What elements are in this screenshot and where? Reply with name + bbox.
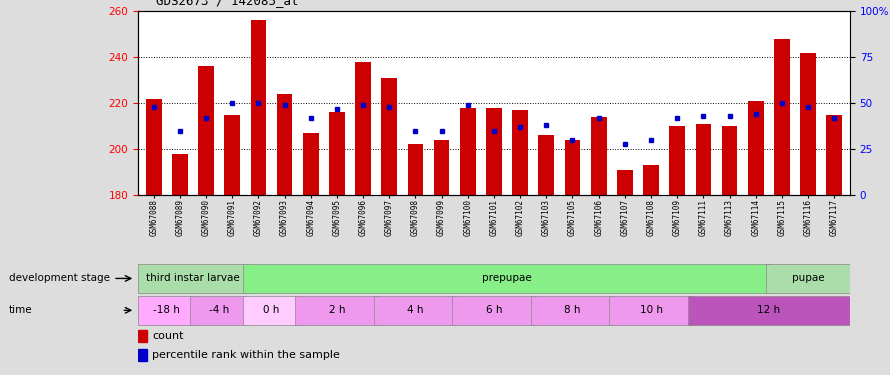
Bar [722,126,738,195]
Bar [355,62,371,195]
Bar [374,296,457,325]
Text: 12 h: 12 h [757,305,781,315]
Bar [827,115,842,195]
Text: 6 h: 6 h [486,305,502,315]
Bar [243,264,772,293]
Text: time: time [9,305,33,315]
Text: percentile rank within the sample: percentile rank within the sample [152,350,340,360]
Bar [669,126,685,195]
Bar [138,349,147,361]
Bar [748,101,764,195]
Bar [138,296,196,325]
Bar [146,99,161,195]
Text: development stage: development stage [9,273,109,284]
Bar [190,296,248,325]
Bar [243,296,300,325]
Bar [303,133,319,195]
Text: 0 h: 0 h [263,305,279,315]
Text: -4 h: -4 h [209,305,230,315]
Bar [433,140,449,195]
Bar [460,108,475,195]
Bar [530,296,614,325]
Bar [452,296,536,325]
Text: -18 h: -18 h [153,305,180,315]
Bar [329,112,344,195]
Bar [688,296,850,325]
Bar [766,264,850,293]
Bar [774,39,789,195]
Bar [800,53,816,195]
Text: pupae: pupae [792,273,824,284]
Bar [513,110,528,195]
Bar [408,144,424,195]
Bar [609,296,693,325]
Bar [250,20,266,195]
Text: count: count [152,331,183,341]
Bar [591,117,606,195]
Bar [295,296,379,325]
Text: 8 h: 8 h [564,305,581,315]
Bar [486,108,502,195]
Text: 4 h: 4 h [407,305,424,315]
Bar [643,165,659,195]
Text: 10 h: 10 h [640,305,662,315]
Bar [172,154,188,195]
Text: 2 h: 2 h [328,305,345,315]
Text: prepupae: prepupae [482,273,532,284]
Bar [138,264,248,293]
Text: GDS2673 / 142085_at: GDS2673 / 142085_at [156,0,298,8]
Bar [382,78,397,195]
Bar [277,94,293,195]
Bar [538,135,554,195]
Text: third instar larvae: third instar larvae [146,273,239,284]
Bar [617,170,633,195]
Bar [695,124,711,195]
Bar [564,140,580,195]
Bar [198,66,214,195]
Bar [138,330,147,342]
Bar [224,115,240,195]
